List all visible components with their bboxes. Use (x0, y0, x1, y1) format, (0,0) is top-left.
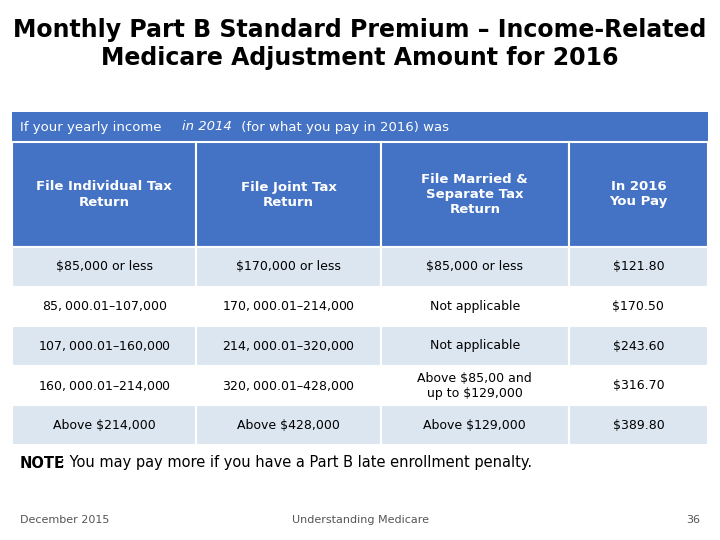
Bar (569, 366, 708, 406)
Text: ​$316.70: ​$316.70 (613, 379, 665, 392)
Text: Not applicable: Not applicable (430, 300, 520, 313)
Text: ​$85,000 or less: ​$85,000 or less (55, 260, 153, 273)
Bar (569, 406, 708, 445)
Bar (197, 142, 381, 247)
Bar (569, 287, 708, 326)
Bar (197, 406, 381, 445)
Bar (381, 142, 569, 247)
Text: ​$85,000 or less: ​$85,000 or less (426, 260, 523, 273)
Text: File Joint Tax
Return: File Joint Tax Return (240, 180, 336, 208)
Bar (197, 366, 381, 406)
Bar (12, 287, 197, 326)
Text: : You may pay more if you have a Part B late enrollment penalty.: : You may pay more if you have a Part B … (60, 456, 532, 470)
Text: Above ​$214,000: Above ​$214,000 (53, 418, 156, 431)
Bar (381, 287, 569, 326)
Text: ​$85,000.01–​$107,000: ​$85,000.01–​$107,000 (42, 299, 167, 313)
Bar (12, 142, 197, 247)
Text: File Married &
Separate Tax
Return: File Married & Separate Tax Return (421, 173, 528, 216)
Text: Above ​$428,000: Above ​$428,000 (237, 418, 340, 431)
Text: ​$389.80: ​$389.80 (613, 418, 665, 431)
Bar (569, 326, 708, 366)
Bar (569, 247, 708, 287)
Text: ​$170.50: ​$170.50 (613, 300, 665, 313)
Text: In 2016
You Pay: In 2016 You Pay (609, 180, 667, 208)
Text: ​$121.80: ​$121.80 (613, 260, 665, 273)
Text: File Individual Tax
Return: File Individual Tax Return (36, 180, 172, 208)
Bar (197, 326, 381, 366)
Text: ​$243.60: ​$243.60 (613, 340, 664, 353)
Bar (197, 247, 381, 287)
Bar (12, 406, 197, 445)
Text: in 2014: in 2014 (182, 120, 232, 133)
Text: 36: 36 (686, 515, 700, 525)
Bar (381, 406, 569, 445)
Text: Not applicable: Not applicable (430, 340, 520, 353)
Bar (12, 326, 197, 366)
Text: Above ​$85,00 and
up to ​$129,000: Above ​$85,00 and up to ​$129,000 (418, 372, 532, 400)
Text: ​$214,000.01–​$320,000: ​$214,000.01–​$320,000 (222, 339, 355, 353)
Text: Medicare Adjustment Amount for 2016: Medicare Adjustment Amount for 2016 (102, 46, 618, 70)
Text: ​$320,000.01–​$428,000: ​$320,000.01–​$428,000 (222, 379, 355, 393)
Text: ​$170,000.01–​$214,000: ​$170,000.01–​$214,000 (222, 299, 355, 313)
Text: Above ​$129,000: Above ​$129,000 (423, 418, 526, 431)
Bar (197, 287, 381, 326)
Bar (569, 142, 708, 247)
Text: Understanding Medicare: Understanding Medicare (292, 515, 428, 525)
Bar (12, 112, 708, 142)
Bar (381, 366, 569, 406)
Text: December 2015: December 2015 (20, 515, 109, 525)
Text: NOTE: NOTE (20, 456, 65, 470)
Text: ​$160,000.01–​$214,000: ​$160,000.01–​$214,000 (37, 379, 171, 393)
Bar (381, 247, 569, 287)
Text: ​$170,000 or less: ​$170,000 or less (236, 260, 341, 273)
Text: If your yearly income: If your yearly income (20, 120, 166, 133)
Bar (12, 247, 197, 287)
Text: ​$107,000.01–​$160,000: ​$107,000.01–​$160,000 (37, 339, 171, 353)
Text: (for what you pay in 2016) was: (for what you pay in 2016) was (237, 120, 449, 133)
Bar (381, 326, 569, 366)
Text: Monthly Part B Standard Premium – Income-Related: Monthly Part B Standard Premium – Income… (13, 18, 707, 42)
Bar (12, 366, 197, 406)
